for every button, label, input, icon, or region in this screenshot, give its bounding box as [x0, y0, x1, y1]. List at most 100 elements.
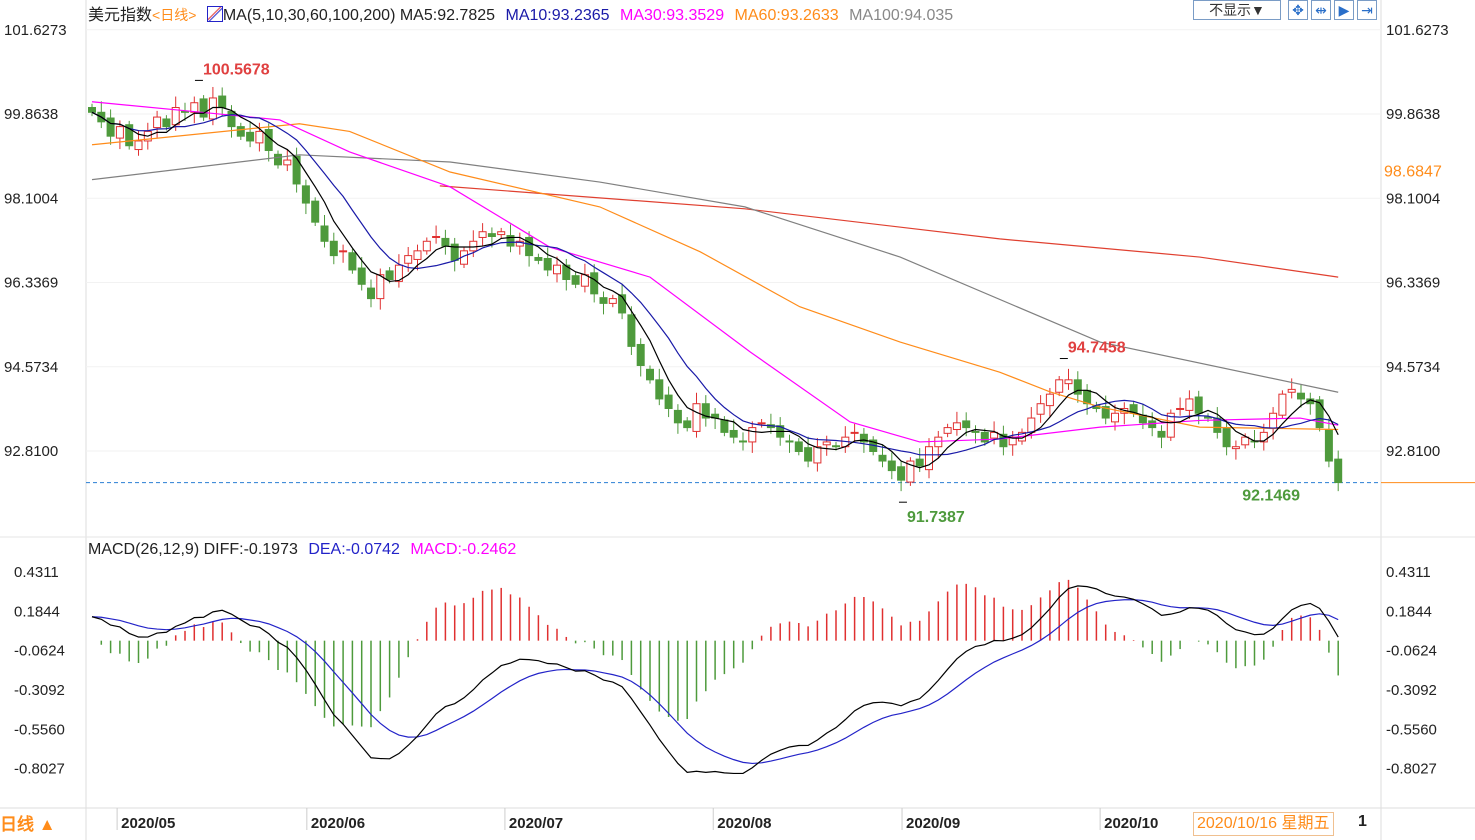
candle — [106, 109, 115, 145]
candle-body — [962, 420, 971, 429]
candle — [162, 115, 171, 131]
candle-body — [255, 130, 264, 144]
candle — [1278, 390, 1287, 419]
candle-body — [534, 257, 543, 261]
ma5-line — [91, 106, 1339, 469]
candle-body — [785, 440, 794, 443]
candle-body — [1111, 412, 1119, 423]
candle — [441, 229, 450, 255]
candle — [841, 426, 850, 453]
candle — [422, 237, 431, 255]
candle — [413, 244, 422, 271]
candle — [664, 386, 673, 418]
candle — [1297, 384, 1305, 408]
crosshair-icon[interactable]: ✥ — [1288, 0, 1308, 20]
time-tick-label: 2020/05 — [121, 815, 175, 832]
candle-body — [1194, 396, 1203, 414]
candle — [208, 86, 217, 126]
candle — [785, 434, 794, 453]
candle — [543, 247, 552, 277]
period-label[interactable]: <日线> — [152, 7, 197, 23]
candle-body — [562, 264, 571, 281]
candle-body — [543, 257, 552, 271]
ma-icon[interactable] — [206, 6, 223, 22]
chart-header: 美元指数<日线> MA(5,10,30,60,100,200) MA5:92.7… — [88, 1, 953, 25]
ma5-value: MA5:92.7825 — [399, 7, 496, 24]
candle — [1194, 390, 1203, 425]
display-select[interactable]: 不显示▼ — [1193, 0, 1281, 20]
price-tick-left: 94.5734 — [4, 359, 58, 376]
candle-body — [153, 116, 162, 129]
candle — [1334, 450, 1343, 492]
candle-body — [859, 433, 868, 443]
candle-body — [943, 427, 952, 434]
ma10-line — [91, 111, 1339, 456]
candle — [571, 271, 580, 289]
candle — [432, 225, 441, 244]
candle — [618, 283, 627, 320]
candle-body — [822, 441, 831, 446]
time-tick-label: 2020/06 — [311, 815, 365, 832]
candle — [627, 306, 636, 355]
candle — [218, 87, 227, 117]
candle-body — [422, 240, 431, 252]
candle-body — [608, 298, 617, 304]
candle — [339, 244, 348, 263]
candle-body — [311, 200, 320, 223]
candle-body — [1157, 430, 1166, 438]
candle-body — [1231, 446, 1240, 450]
ma200-line — [439, 185, 1339, 278]
candle-body — [739, 440, 747, 443]
candle-body — [1101, 406, 1110, 419]
candle-body — [664, 394, 673, 409]
price-tick-left: 98.1004 — [4, 190, 58, 207]
candle — [190, 96, 199, 124]
candle-body — [720, 419, 729, 433]
candle — [1055, 376, 1064, 397]
candle-body — [850, 431, 859, 434]
candle — [236, 122, 245, 141]
candle-body — [218, 95, 227, 109]
candle — [906, 457, 915, 486]
candle-body — [357, 267, 366, 285]
zoom-range-icon[interactable]: ⇹ — [1311, 0, 1331, 20]
candle-body — [469, 240, 478, 252]
candle — [525, 231, 534, 267]
candle — [1231, 440, 1240, 460]
candle-body — [162, 118, 171, 128]
macd-dea: DEA:-0.0742 — [308, 541, 400, 558]
candle — [1213, 407, 1222, 439]
candle — [478, 223, 487, 247]
candle — [701, 395, 710, 427]
candle-body — [1185, 398, 1194, 411]
price-annotation: 92.1469 — [1242, 488, 1300, 505]
candle — [115, 120, 124, 150]
candle-body — [367, 287, 375, 300]
candle-body — [348, 252, 357, 271]
candle — [385, 267, 394, 284]
candle-body — [906, 460, 915, 483]
candle — [915, 448, 924, 473]
candle-body — [1027, 417, 1036, 433]
candle — [97, 101, 106, 129]
candle-body — [264, 128, 273, 152]
period-toggle-button[interactable]: 日线 ▲ — [0, 812, 84, 838]
price-tick-left: 99.8638 — [4, 106, 58, 123]
candle — [357, 257, 366, 291]
play-icon[interactable]: ▶ — [1334, 0, 1354, 20]
candle — [980, 428, 989, 446]
candle — [171, 96, 180, 131]
candle — [515, 232, 524, 255]
candle-body — [701, 403, 710, 419]
ma30-line — [91, 101, 1339, 443]
candle — [683, 417, 692, 432]
candle — [1324, 418, 1333, 468]
candle-body — [655, 379, 664, 400]
scroll-end-icon[interactable]: ⇥ — [1357, 0, 1377, 20]
candle-body — [190, 102, 199, 113]
ma100-value: MA100:94.035 — [849, 7, 954, 24]
candle — [320, 215, 329, 248]
candle — [562, 258, 571, 291]
candle — [850, 423, 859, 442]
